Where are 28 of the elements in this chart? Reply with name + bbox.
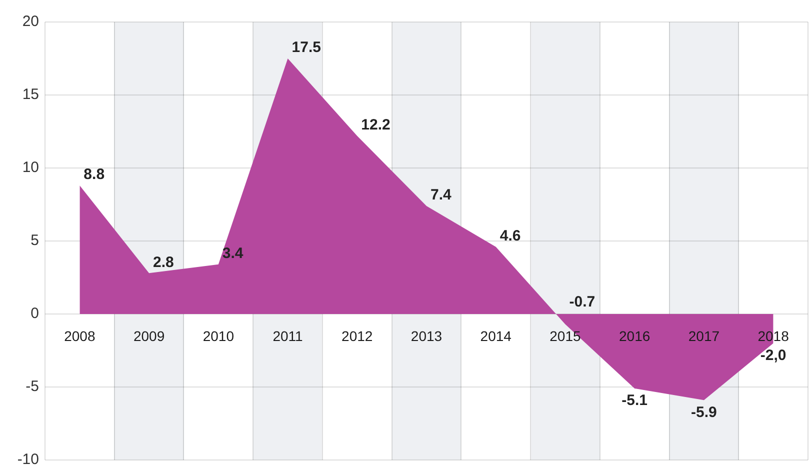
y-tick-label: 10 [22, 159, 39, 176]
x-tick-label: 2016 [619, 328, 650, 344]
x-tick-label: 2017 [688, 328, 720, 344]
x-tick-label: 2014 [480, 328, 512, 344]
data-label: 12.2 [361, 116, 390, 134]
x-tick-label: 2011 [272, 328, 304, 344]
data-label: 4.6 [500, 227, 521, 244]
data-label: -2,0 [760, 346, 786, 364]
data-label: 8.8 [84, 166, 105, 184]
data-label: 2.8 [153, 254, 174, 271]
y-tick-label: 5 [30, 232, 39, 250]
y-tick-label: -10 [17, 451, 39, 468]
data-label: 7.4 [430, 186, 452, 204]
y-tick-label: 20 [22, 13, 39, 30]
data-label: -5.9 [691, 404, 717, 421]
data-label: -0.7 [569, 294, 596, 311]
y-tick-label: 0 [30, 305, 39, 322]
x-tick-label: 2008 [64, 328, 96, 344]
x-tick-label: 2015 [550, 328, 582, 344]
x-tick-label: 2013 [410, 328, 442, 344]
data-label: 3.4 [222, 245, 244, 262]
y-tick-label: 15 [22, 86, 39, 104]
x-tick-label: 2010 [202, 328, 234, 344]
data-label: 17.5 [292, 39, 321, 56]
x-tick-label: 2012 [342, 328, 373, 344]
data-label: -5.1 [622, 392, 648, 410]
y-tick-label: -5 [26, 378, 39, 396]
x-tick-label: 2009 [133, 328, 165, 344]
